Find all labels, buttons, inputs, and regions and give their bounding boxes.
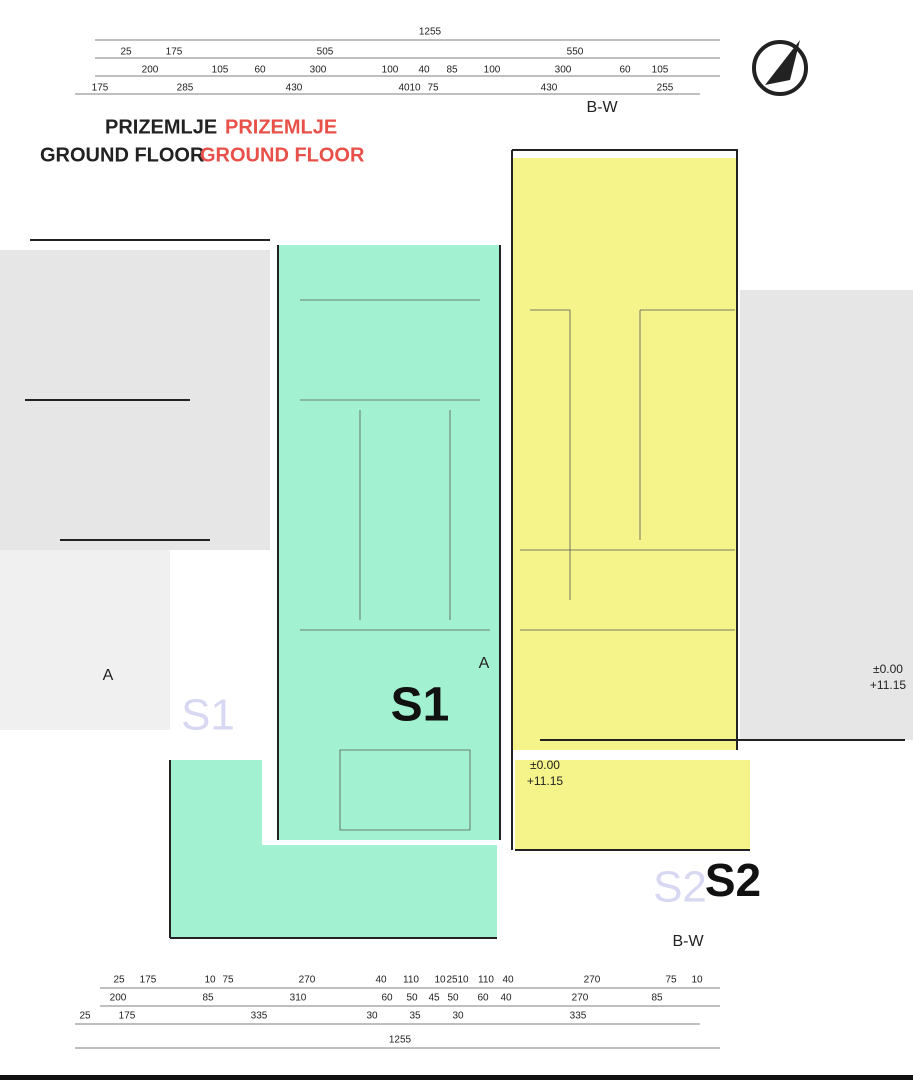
dimension-label: 10 [204,975,216,986]
unit-s1-area [170,845,497,938]
dimension-label: 85 [651,993,663,1004]
dimension-label: 105 [212,65,229,76]
dimension-label: 175 [140,975,157,986]
dimension-label: 60 [381,993,393,1004]
title-hr: PRIZEMLJE [105,116,217,138]
dimension-label: 25 [446,975,458,986]
dimension-label: 85 [202,993,214,1004]
unit-label: S2 [705,854,761,906]
dimension-label: 255 [657,83,674,94]
dimension-label: 310 [290,993,307,1004]
dimension-total: 1255 [419,27,442,38]
dimension-label: 30 [452,1011,464,1022]
wall [25,149,905,939]
dimension-label: 335 [251,1011,268,1022]
dimension-label: 30 [366,1011,378,1022]
dimension-label: 10 [457,975,469,986]
dimension-label: 175 [166,47,183,58]
dimension-label: 40 [398,83,410,94]
section-marker: A [103,667,114,684]
dimension-label: 270 [572,993,589,1004]
dimension-label: 60 [477,993,489,1004]
orientation-label: B-W [586,99,618,116]
unit-label-faded: S2 [653,863,707,912]
neighbour-area [740,290,913,740]
dimension-label: 85 [446,65,458,76]
title-hr-red: PRIZEMLJE [225,116,337,138]
dimension-label: 335 [570,1011,587,1022]
level-label: +11.15 [527,774,563,788]
level-label: ±0.00 [873,662,903,676]
dimension-label: 60 [254,65,266,76]
dimension-label: 285 [177,83,194,94]
dimension-total: 1255 [389,1035,412,1046]
dimension-label: 25 [120,47,132,58]
dimension-label: 10 [434,975,446,986]
dimension-label: 105 [652,65,669,76]
dimension-label: 75 [427,83,439,94]
dimension-label: 270 [299,975,316,986]
neighbour-area [0,550,170,730]
level-label: ±0.00 [530,758,560,772]
section-marker: A [479,655,490,672]
bottom-bar [0,1075,913,1080]
dimension-label: 550 [567,47,584,58]
dimension-label: 430 [541,83,558,94]
dimension-label: 35 [409,1011,421,1022]
unit-s2-area [515,760,750,850]
title-en-red: GROUND FLOOR [200,144,365,166]
north-arrow [752,40,808,96]
dimension-label: 25 [79,1011,91,1022]
unit-s1-area [278,245,500,840]
dimension-label: 75 [222,975,234,986]
interior-line [300,299,735,831]
north-arrow [765,40,800,85]
dimension-label: 40 [418,65,430,76]
dimension-label: 200 [142,65,159,76]
dimension-label: 40 [375,975,387,986]
unit-label: S1 [391,679,450,732]
unit-s1-area [170,760,262,845]
orientation-label: B-W [672,933,704,950]
dimension-label: 110 [403,975,419,986]
dimension-label: 75 [665,975,677,986]
dimension-label: 50 [406,993,418,1004]
dimension-label: 45 [428,993,440,1004]
dimension-label: 200 [110,993,127,1004]
dimension-label: 175 [92,83,109,94]
dimension-label: 430 [286,83,303,94]
dimension-label: 110 [478,975,494,986]
dimension-label: 40 [500,993,512,1004]
dimension-label: 60 [619,65,631,76]
dimension-label: 300 [555,65,572,76]
dimension-label: 10 [409,83,421,94]
dimension-label: 270 [584,975,601,986]
level-label: +11.15 [870,678,906,692]
dimension-label: 505 [317,47,334,58]
title-en: GROUND FLOOR [40,144,205,166]
dimension-label: 40 [502,975,514,986]
dimension-label: 50 [447,993,459,1004]
dimension-label: 100 [382,65,399,76]
unit-label-faded: S1 [181,691,235,740]
dimension-label: 300 [310,65,327,76]
dimension-label: 175 [119,1011,136,1022]
dimension-label: 100 [484,65,501,76]
dimension-label: 25 [113,975,125,986]
dimension-label: 10 [691,975,703,986]
dimension-line [75,39,720,1049]
unit-s2-area [512,158,737,750]
